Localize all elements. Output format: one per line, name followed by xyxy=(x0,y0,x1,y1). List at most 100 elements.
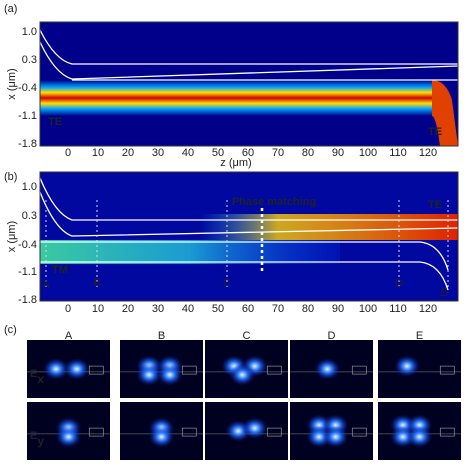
plot-frame xyxy=(39,171,459,302)
waveguide-outline xyxy=(351,427,367,437)
x-tick-label: 0 xyxy=(65,303,71,315)
field-spot xyxy=(63,358,90,380)
y-axis-label: x (μm) xyxy=(6,68,18,99)
x-tick-label: 120 xyxy=(419,303,437,315)
te-band xyxy=(200,214,458,240)
column-label: A xyxy=(65,330,73,342)
y-tick-label: -0.4 xyxy=(18,82,37,94)
row-label: Ey xyxy=(30,430,44,448)
row-label: Ex xyxy=(30,368,44,386)
waveguide-line xyxy=(39,29,458,65)
y-tick-label: -1.8 xyxy=(18,294,37,306)
x-tick-label: 20 xyxy=(122,303,134,315)
waveguide-line xyxy=(39,41,459,80)
x-tick-label: 30 xyxy=(152,147,164,159)
column-label: D xyxy=(328,330,336,342)
x-tick-label: 10 xyxy=(92,303,104,315)
marker-label: D xyxy=(395,278,403,290)
y-tick-label: 0.3 xyxy=(22,210,37,222)
x-tick-label: 70 xyxy=(272,303,284,315)
waveguide-line xyxy=(40,241,449,271)
x-tick-label: 110 xyxy=(389,147,407,159)
waveguide-outline xyxy=(439,427,455,437)
field-spot xyxy=(314,358,341,380)
waveguide-outline xyxy=(439,365,455,375)
x-tick-label: 30 xyxy=(152,303,164,315)
field-spot xyxy=(136,363,163,386)
te-band-bend xyxy=(432,80,458,146)
x-tick-label: 90 xyxy=(332,147,344,159)
x-tick-label: 90 xyxy=(332,303,344,315)
x-tick-label: 0 xyxy=(65,147,71,159)
x-tick-label: 100 xyxy=(359,303,377,315)
x-tick-label: 100 xyxy=(359,147,377,159)
panel-label: (b) xyxy=(4,171,17,183)
annotation: TM xyxy=(52,264,68,276)
field-spot xyxy=(156,363,183,386)
x-tick-label: 20 xyxy=(122,147,134,159)
x-tick-label: 10 xyxy=(92,147,104,159)
field-spot xyxy=(322,425,349,448)
x-tick-label: 120 xyxy=(419,147,437,159)
waveguide-line xyxy=(40,261,449,291)
y-tick-label: -1.1 xyxy=(18,110,37,122)
waveguide-outline xyxy=(181,427,197,437)
field-spot xyxy=(394,355,421,378)
marker-label: C xyxy=(223,277,231,289)
x-tick-label: 110 xyxy=(389,303,407,315)
column-label: C xyxy=(243,330,251,342)
x-axis-label: z (μm) xyxy=(220,157,251,169)
te-band xyxy=(40,80,432,116)
field-spot xyxy=(406,425,433,448)
plot-frame xyxy=(39,21,459,147)
waveguide-outline xyxy=(88,427,104,437)
x-tick-label: 80 xyxy=(302,303,314,315)
field-spot xyxy=(55,425,82,448)
column-label: B xyxy=(158,330,165,342)
waveguide-line xyxy=(39,177,458,221)
waveguide-line xyxy=(39,191,459,237)
x-tick-label: 40 xyxy=(182,303,194,315)
field-spot xyxy=(229,363,256,386)
y-tick-label: 1.0 xyxy=(22,26,37,38)
waveguide-outline xyxy=(266,427,282,437)
subscript: y xyxy=(37,434,44,448)
annotation: TE xyxy=(48,116,62,128)
field-spot xyxy=(43,358,70,380)
y-tick-label: 0.3 xyxy=(22,54,37,66)
annotation: Phase matching xyxy=(232,196,316,208)
tm-band xyxy=(40,240,340,264)
column-label: E xyxy=(416,330,423,342)
annotation: TE xyxy=(428,126,442,138)
y-tick-label: -1.1 xyxy=(18,266,37,278)
x-tick-label: 40 xyxy=(182,147,194,159)
field-spot xyxy=(241,417,268,440)
y-axis-label: x (μm) xyxy=(6,221,18,252)
component: E xyxy=(30,430,37,442)
x-tick-label: 50 xyxy=(212,303,224,315)
subscript: x xyxy=(37,372,44,386)
x-tick-label: 50 xyxy=(212,147,224,159)
waveguide-outline xyxy=(351,365,367,375)
marker-label: A xyxy=(42,279,50,291)
marker-label: E xyxy=(440,287,447,299)
x-tick-label: 60 xyxy=(242,147,254,159)
x-tick-label: 60 xyxy=(242,303,254,315)
y-tick-label: -0.4 xyxy=(18,239,37,251)
waveguide-outline xyxy=(88,365,104,375)
component: E xyxy=(30,368,37,380)
x-tick-label: 70 xyxy=(272,147,284,159)
waveguide-outline xyxy=(266,365,282,375)
waveguide-outline xyxy=(181,365,197,375)
y-tick-label: -1.8 xyxy=(18,138,37,150)
panel-label: (c) xyxy=(4,324,17,336)
annotation: TE xyxy=(428,199,442,211)
marker-label: B xyxy=(93,277,100,289)
y-tick-label: 1.0 xyxy=(22,181,37,193)
field-spot xyxy=(148,425,175,448)
x-tick-label: 80 xyxy=(302,147,314,159)
panel-label: (a) xyxy=(4,3,17,15)
